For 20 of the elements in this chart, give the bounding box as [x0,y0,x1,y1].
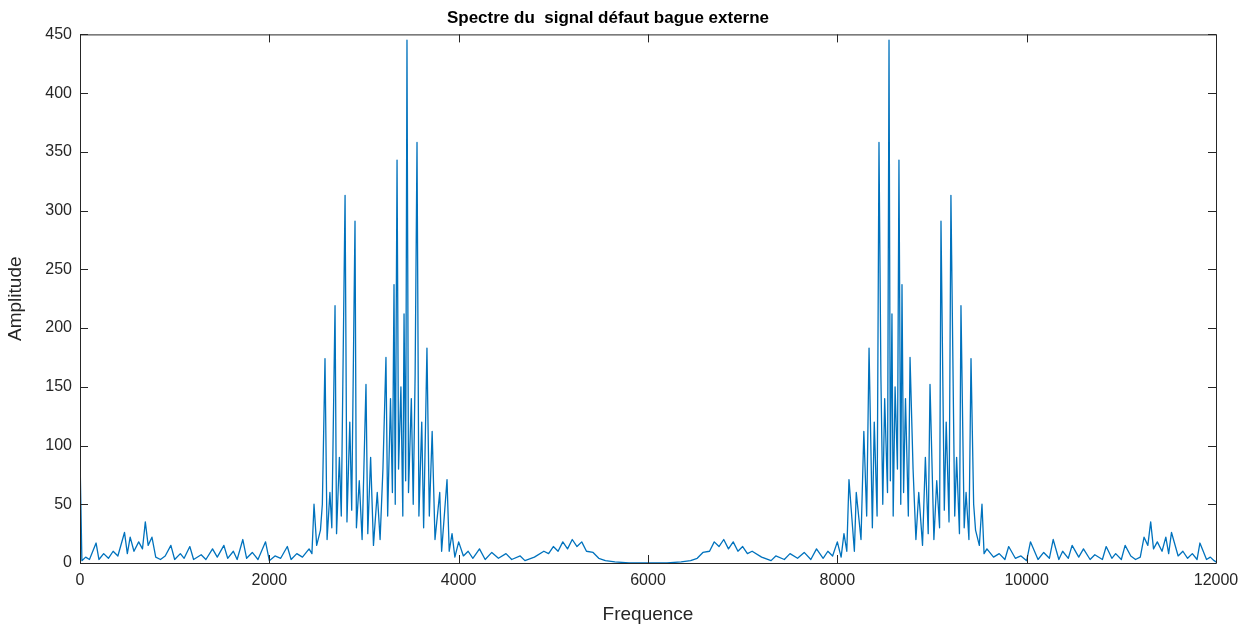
y-tick-label: 300 [45,201,73,219]
y-tick-label: 0 [63,553,73,571]
y-axis-title: Amplitude [3,256,25,341]
chart-title: Spectre du signal défaut bague externe [446,7,770,27]
x-tick-label: 0 [75,571,85,589]
x-tick-label: 8000 [819,571,856,589]
x-tick-label: 6000 [630,571,666,589]
y-tick-label: 200 [45,318,73,336]
x-tick-label: 10000 [1004,571,1050,589]
y-tick-label: 50 [54,494,73,512]
x-axis-title: Frequence [602,602,694,624]
y-tick-label: 450 [45,24,73,42]
y-tick-label: 350 [45,142,73,160]
x-tick-label: 4000 [440,571,477,589]
x-tick-label: 12000 [1193,571,1239,589]
y-tick-label: 400 [45,83,73,101]
y-tick-label: 100 [45,435,73,453]
x-tick-label: 2000 [251,571,288,589]
y-tick-label: 150 [45,377,73,395]
y-tick-label: 250 [45,259,73,277]
